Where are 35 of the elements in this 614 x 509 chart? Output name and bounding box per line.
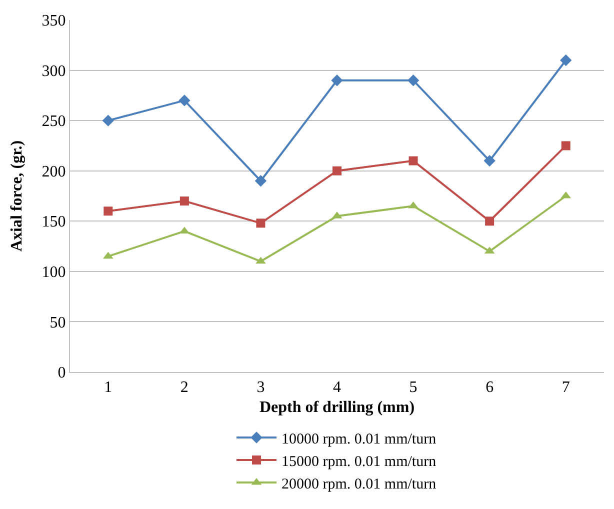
point	[332, 166, 342, 176]
point	[561, 141, 570, 150]
point	[331, 74, 343, 86]
legend-label: 20000 rpm. 0.01 mm/turn	[282, 476, 437, 492]
point	[180, 196, 189, 206]
point	[560, 54, 572, 66]
legend-label: 15000 rpm. 0.01 mm/turn	[282, 454, 437, 470]
y-tick-label: 350	[42, 12, 66, 30]
x-tick-label: 4	[333, 379, 341, 396]
x-axis-title: Depth of drilling (mm)	[259, 398, 415, 416]
x-tick-label: 2	[180, 379, 188, 396]
legend-label: 10000 rpm. 0.01 mm/turn	[282, 431, 437, 448]
y-axis-title: Axial force, (gr.)	[8, 140, 26, 252]
y-tick-label: 50	[50, 314, 66, 332]
point	[484, 154, 496, 167]
x-tick-label: 3	[256, 379, 265, 396]
point	[408, 156, 418, 166]
x-tick-label: 5	[409, 379, 418, 396]
point	[256, 256, 266, 264]
point	[104, 206, 113, 216]
x-tick-label: 7	[562, 379, 570, 396]
point	[102, 114, 114, 126]
y-tick-label: 250	[42, 113, 66, 130]
y-tick-label: 0	[58, 364, 66, 382]
point	[256, 218, 266, 228]
x-tick-label: 1	[104, 379, 112, 396]
y-tick-label: 150	[42, 214, 66, 231]
y-tick-label: 200	[42, 163, 66, 180]
point	[178, 94, 190, 106]
y-tick-label: 100	[42, 264, 66, 282]
point	[254, 175, 267, 187]
x-tick-label: 6	[486, 379, 494, 396]
y-tick-label: 300	[42, 62, 66, 80]
point	[407, 74, 420, 86]
point	[485, 216, 494, 226]
